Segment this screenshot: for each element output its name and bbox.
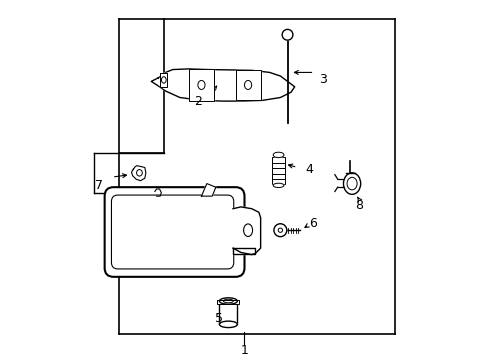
Polygon shape: [235, 69, 260, 100]
FancyBboxPatch shape: [272, 167, 284, 174]
Ellipse shape: [343, 173, 360, 194]
Ellipse shape: [273, 183, 284, 188]
FancyBboxPatch shape: [111, 195, 233, 269]
Text: 5: 5: [215, 311, 223, 325]
Text: 3: 3: [319, 73, 326, 86]
FancyBboxPatch shape: [272, 162, 284, 168]
Text: 4: 4: [305, 163, 312, 176]
Text: 1: 1: [240, 344, 248, 357]
FancyBboxPatch shape: [104, 187, 244, 277]
Polygon shape: [201, 184, 215, 196]
Ellipse shape: [273, 152, 284, 158]
Polygon shape: [151, 69, 294, 101]
Text: 6: 6: [308, 216, 316, 230]
FancyBboxPatch shape: [272, 157, 284, 163]
Text: 7: 7: [95, 179, 103, 192]
Ellipse shape: [219, 298, 237, 304]
Text: 8: 8: [354, 199, 363, 212]
FancyBboxPatch shape: [272, 178, 284, 184]
Polygon shape: [131, 166, 145, 181]
Bar: [217, 300, 239, 304]
Polygon shape: [233, 248, 255, 253]
Circle shape: [273, 224, 286, 237]
Polygon shape: [233, 207, 260, 255]
Bar: [219, 301, 237, 324]
FancyBboxPatch shape: [272, 173, 284, 179]
Circle shape: [282, 30, 292, 40]
Text: 2: 2: [194, 95, 202, 108]
Polygon shape: [188, 69, 214, 101]
Polygon shape: [160, 73, 167, 87]
Ellipse shape: [219, 321, 237, 328]
